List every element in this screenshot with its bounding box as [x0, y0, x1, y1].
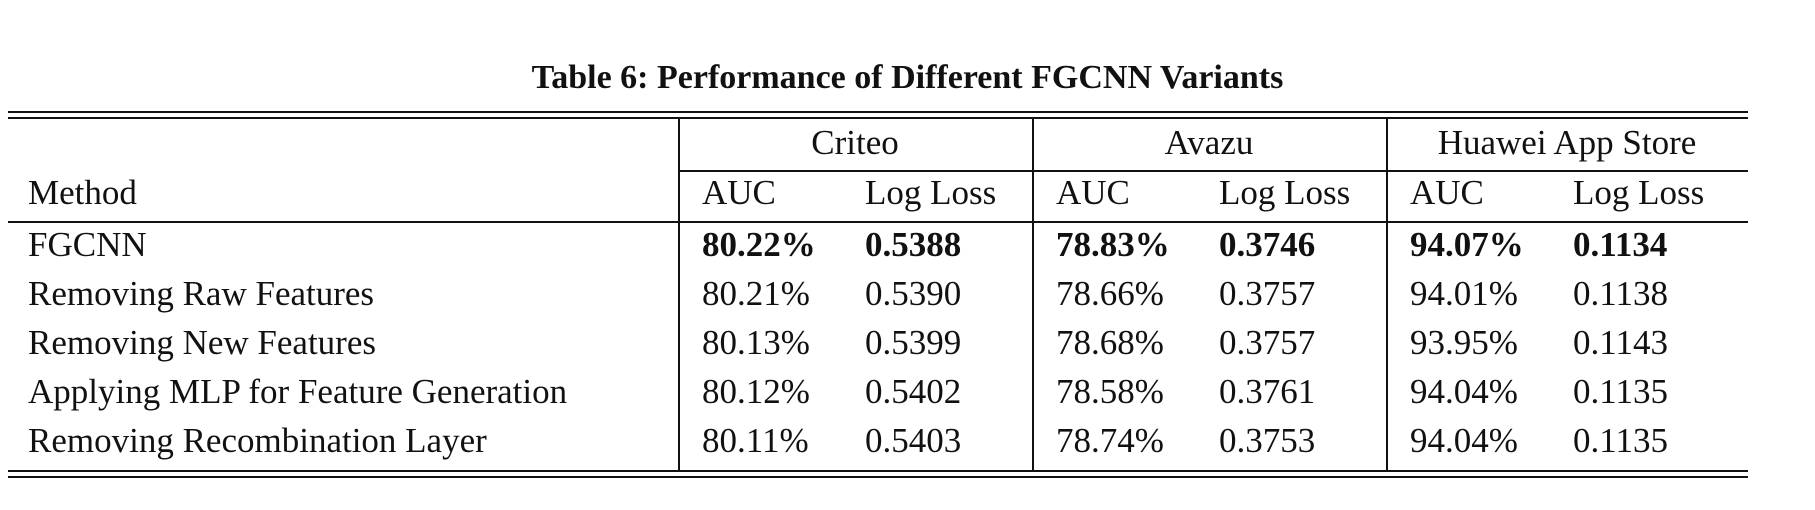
table-cell: 94.04% [1410, 421, 1518, 460]
table-cell: 0.1135 [1573, 372, 1668, 411]
bottom-rule [8, 470, 1748, 472]
table-cell: 0.1134 [1573, 225, 1668, 264]
row-method: FGCNN [28, 225, 147, 264]
row-method: Removing Recombination Layer [28, 421, 487, 460]
header-rule [8, 221, 1748, 223]
table-cell: 78.58% [1056, 372, 1164, 411]
table-cell: 0.5399 [865, 323, 962, 362]
top-rule [8, 111, 1748, 113]
group-rule [678, 170, 1748, 172]
method-column-header: Method [28, 173, 137, 212]
row-method: Removing Raw Features [28, 274, 375, 313]
table-cell: 78.74% [1056, 421, 1164, 460]
row-method: Removing New Features [28, 323, 376, 362]
row-method: Applying MLP for Feature Generation [28, 372, 568, 411]
table-cell: 0.1138 [1573, 274, 1668, 313]
metric-header: Log Loss [1573, 173, 1705, 212]
table-cell: 0.5388 [865, 225, 962, 264]
metric-header: AUC [1056, 173, 1130, 212]
metric-header: AUC [1410, 173, 1484, 212]
table-cell: 0.3753 [1219, 421, 1316, 460]
table-cell: 0.1135 [1573, 421, 1668, 460]
table-cell: 78.83% [1056, 225, 1170, 264]
dataset-header-huawei: Huawei App Store [1437, 123, 1697, 162]
table-cell: 0.1143 [1573, 323, 1668, 362]
column-separator [678, 119, 680, 470]
table-cell: 80.11% [702, 421, 809, 460]
table-cell: 78.66% [1056, 274, 1164, 313]
bottom-rule-2 [8, 476, 1748, 478]
table-cell: 0.3761 [1219, 372, 1316, 411]
table-cell: 0.3757 [1219, 274, 1316, 313]
metric-header: Log Loss [1219, 173, 1351, 212]
table-cell: 80.13% [702, 323, 810, 362]
column-separator [1032, 119, 1034, 470]
table-cell: 94.07% [1410, 225, 1524, 264]
metric-header: Log Loss [865, 173, 997, 212]
table-cell: 80.22% [702, 225, 816, 264]
dataset-header-avazu: Avazu [1164, 123, 1254, 162]
table-cell: 0.5403 [865, 421, 962, 460]
table-caption: Table 6: Performance of Different FGCNN … [531, 59, 1284, 96]
table-cell: 94.04% [1410, 372, 1518, 411]
table-cell: 94.01% [1410, 274, 1518, 313]
table-cell: 0.5390 [865, 274, 962, 313]
table-cell: 80.21% [702, 274, 810, 313]
table-cell: 0.3757 [1219, 323, 1316, 362]
table-cell: 78.68% [1056, 323, 1164, 362]
dataset-header-criteo: Criteo [811, 123, 899, 162]
table-cell: 80.12% [702, 372, 810, 411]
table-cell: 0.3746 [1219, 225, 1316, 264]
table-cell: 0.5402 [865, 372, 962, 411]
top-rule-2 [8, 117, 1748, 119]
metric-header: AUC [702, 173, 776, 212]
table-cell: 93.95% [1410, 323, 1518, 362]
column-separator [1386, 119, 1388, 470]
